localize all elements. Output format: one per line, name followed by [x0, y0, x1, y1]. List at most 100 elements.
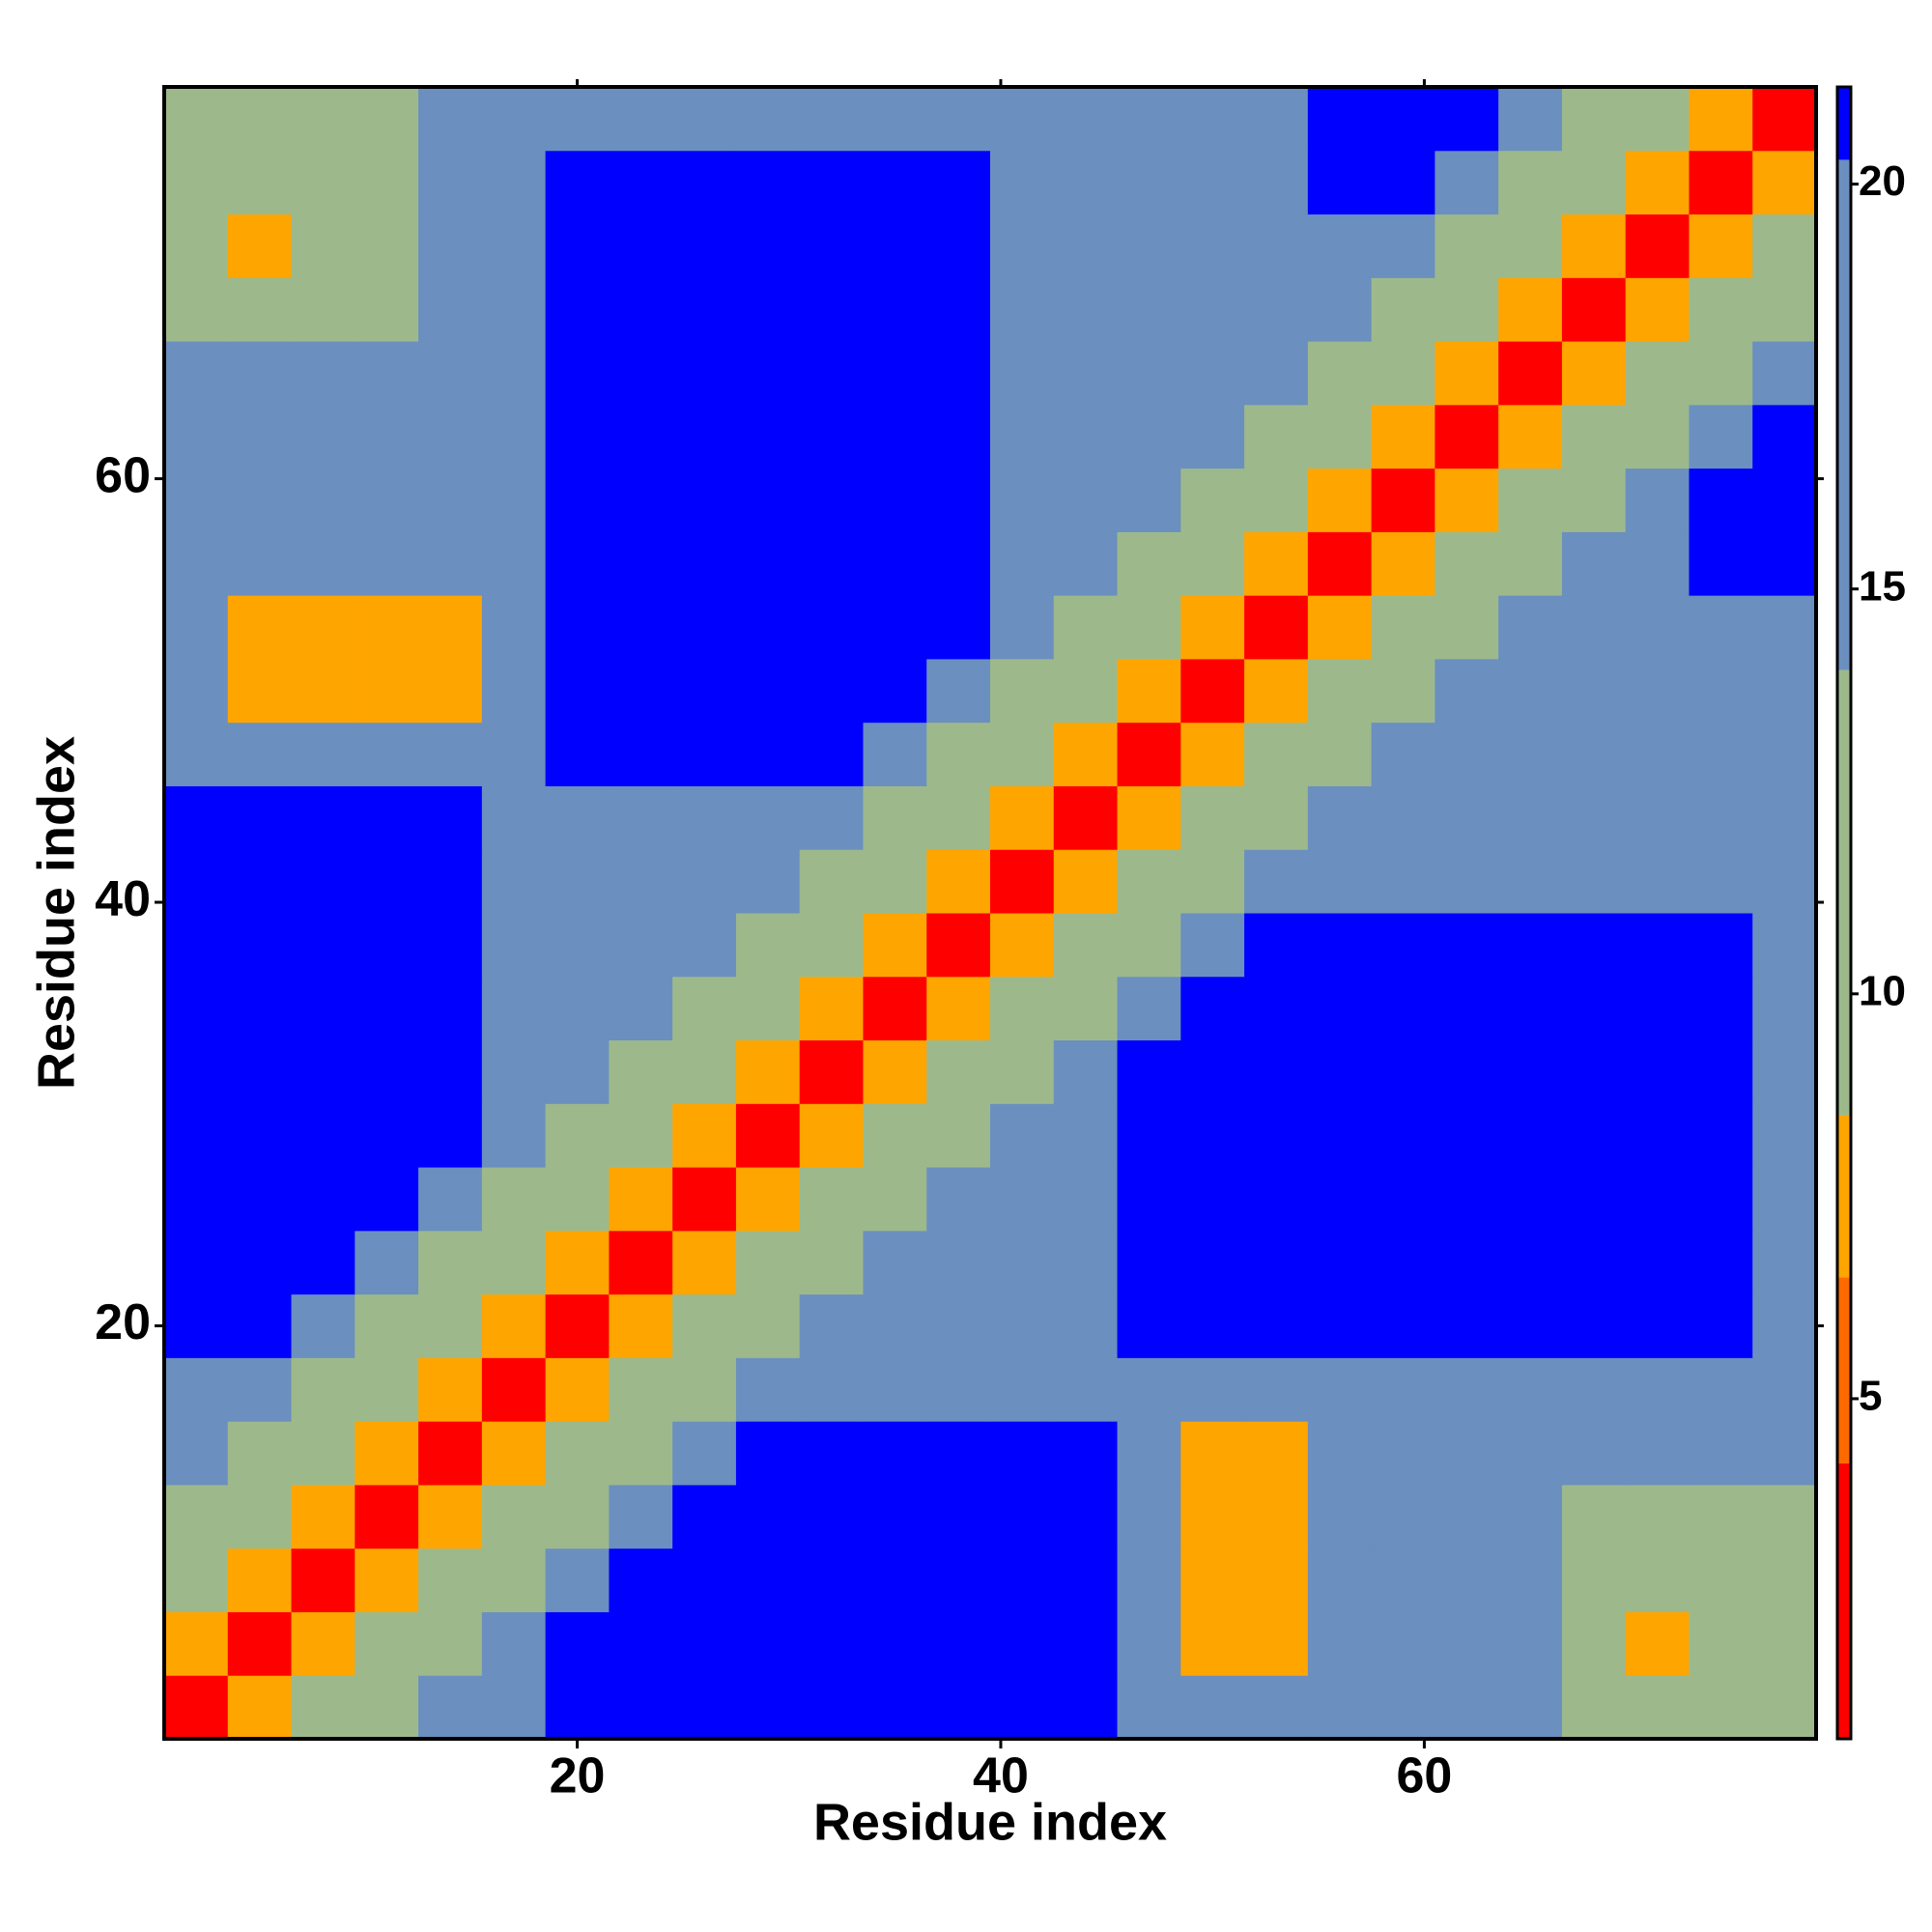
heatmap-cell [1180, 1039, 1245, 1104]
heatmap-cell [355, 1421, 419, 1486]
heatmap-cell [1561, 1293, 1627, 1358]
heatmap-cell [418, 213, 483, 278]
heatmap-cell [1561, 404, 1627, 469]
heatmap-cell [672, 1611, 737, 1676]
heatmap-cell [609, 1039, 673, 1104]
heatmap-cell [672, 87, 737, 152]
heatmap-cell [1498, 785, 1563, 850]
heatmap-cell [990, 722, 1055, 786]
heatmap-cell [355, 658, 419, 724]
heatmap-cell [735, 658, 801, 724]
heatmap-cell [1689, 1675, 1753, 1740]
heatmap-cell [481, 1611, 547, 1676]
heatmap-cell [418, 658, 483, 724]
heatmap-cell [1498, 1357, 1563, 1422]
heatmap-cell [926, 595, 991, 660]
heatmap-cell [863, 1421, 927, 1486]
heatmap-cell [1625, 150, 1690, 215]
heatmap-cell [1435, 1039, 1499, 1104]
heatmap-cell [1435, 1548, 1499, 1612]
heatmap-cell [1498, 849, 1563, 914]
plot-frame [162, 85, 1818, 1741]
heatmap-cell [1498, 277, 1563, 342]
heatmap-cell [926, 913, 991, 978]
heatmap-cell [1244, 150, 1309, 215]
heatmap-cell [735, 1548, 801, 1612]
heatmap-cell [291, 722, 355, 786]
heatmap-cell [990, 1484, 1055, 1549]
heatmap-cell [1435, 341, 1499, 406]
heatmap-cell [164, 913, 229, 978]
heatmap-cell [609, 1230, 673, 1295]
heatmap-cell [1053, 277, 1119, 342]
heatmap-cell [227, 87, 293, 152]
heatmap-cell [1180, 1293, 1245, 1358]
heatmap-cell [609, 531, 673, 596]
heatmap-cell [418, 595, 483, 660]
heatmap-cell [926, 468, 991, 532]
heatmap-cell [1435, 1167, 1499, 1232]
heatmap-cell [481, 785, 547, 850]
heatmap-cell [926, 1293, 991, 1358]
heatmap-cell [1689, 404, 1753, 469]
heatmap-cell [481, 913, 547, 978]
heatmap-cell [863, 531, 927, 596]
heatmap-cell [1752, 341, 1817, 406]
heatmap-cell [1689, 1548, 1753, 1612]
heatmap-cell [355, 468, 419, 532]
heatmap-cell [418, 722, 483, 786]
heatmap-cell [1117, 913, 1181, 978]
heatmap-cell [1435, 87, 1499, 152]
heatmap-cell [1435, 722, 1499, 786]
heatmap-cell [1689, 1103, 1753, 1168]
heatmap-cell [164, 595, 229, 660]
heatmap-cell [1117, 1675, 1181, 1740]
heatmap-cell [1053, 87, 1119, 152]
heatmap-cell [1371, 1611, 1435, 1676]
heatmap-cell [1180, 849, 1245, 914]
heatmap-cell [799, 1548, 864, 1612]
heatmap-cell [1561, 1675, 1627, 1740]
heatmap-cell [481, 150, 547, 215]
heatmap-cell [1561, 1484, 1627, 1549]
heatmap-cell [1752, 1167, 1817, 1232]
heatmap-cell [609, 849, 673, 914]
heatmap-cell [1561, 913, 1627, 978]
heatmap-cell [1752, 1230, 1817, 1295]
heatmap-cell [1117, 213, 1181, 278]
heatmap-cell [1498, 595, 1563, 660]
heatmap-cell [291, 913, 355, 978]
heatmap-cell [735, 213, 801, 278]
colorbar-segment [1837, 669, 1851, 1116]
heatmap-cell [1307, 1293, 1373, 1358]
heatmap-cell [672, 658, 737, 724]
heatmap-cell [1498, 1103, 1563, 1168]
heatmap-cell [1053, 1675, 1119, 1740]
heatmap-cell [1053, 150, 1119, 215]
heatmap-cell [990, 1611, 1055, 1676]
heatmap-cell [355, 1484, 419, 1549]
heatmap-cell [863, 1103, 927, 1168]
heatmap-cell [164, 1103, 229, 1168]
heatmap-cell [863, 722, 927, 786]
heatmap-cell [355, 1103, 419, 1168]
heatmap-cell [545, 1548, 610, 1612]
heatmap-cell [735, 595, 801, 660]
heatmap-cell [1180, 1675, 1245, 1740]
heatmap-cell [418, 1421, 483, 1486]
heatmap-cell [1689, 468, 1753, 532]
heatmap-cell [227, 277, 293, 342]
heatmap-cell [799, 531, 864, 596]
heatmap-cell [1371, 658, 1435, 724]
heatmap-cell [1435, 785, 1499, 850]
heatmap-cell [1053, 849, 1119, 914]
heatmap-cell [990, 849, 1055, 914]
heatmap-cell [990, 976, 1055, 1041]
heatmap-cell [545, 1293, 610, 1358]
heatmap-cell [672, 1167, 737, 1232]
x-axis-label: Residue index [813, 1793, 1167, 1851]
heatmap-cell [164, 341, 229, 406]
heatmap-cell [926, 150, 991, 215]
heatmap-cell [164, 1421, 229, 1486]
heatmap-cell [926, 722, 991, 786]
